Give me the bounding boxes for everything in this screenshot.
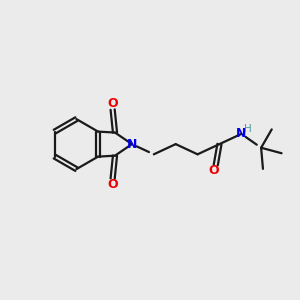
Text: O: O [107,178,118,191]
Text: O: O [209,164,219,177]
Text: H: H [244,124,252,134]
Text: N: N [236,128,247,140]
Text: O: O [107,97,118,110]
Text: N: N [127,138,137,151]
